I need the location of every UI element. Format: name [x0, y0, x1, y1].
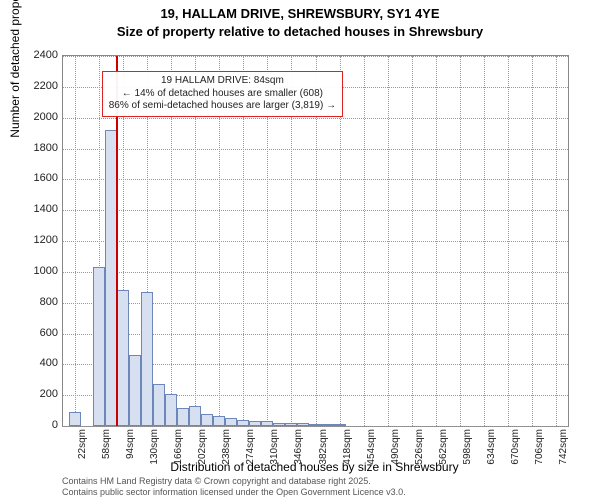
histogram-bar: [201, 414, 213, 426]
chart-title-line1: 19, HALLAM DRIVE, SHREWSBURY, SY1 4YE: [0, 6, 600, 21]
histogram-bar: [129, 355, 141, 426]
plot-area: 19 HALLAM DRIVE: 84sqm← 14% of detached …: [62, 55, 569, 427]
gridline-v: [508, 56, 509, 426]
histogram-bar: [93, 267, 105, 426]
histogram-bar: [189, 406, 201, 426]
histogram-bar: [261, 421, 273, 426]
histogram-bar: [225, 418, 237, 426]
annotation-box: 19 HALLAM DRIVE: 84sqm← 14% of detached …: [102, 71, 343, 117]
histogram-bar: [273, 423, 285, 426]
histogram-bar: [213, 416, 225, 426]
y-tick-label: 1200: [18, 234, 58, 246]
gridline-v: [75, 56, 76, 426]
histogram-bar: [334, 424, 346, 426]
histogram-bar: [177, 408, 189, 426]
histogram-bar: [69, 412, 81, 426]
histogram-bar: [237, 420, 249, 426]
y-tick-label: 800: [18, 296, 58, 308]
gridline-v: [556, 56, 557, 426]
gridline-v: [436, 56, 437, 426]
histogram-bar: [141, 292, 153, 426]
x-axis-label: Distribution of detached houses by size …: [62, 460, 567, 474]
gridline-v: [532, 56, 533, 426]
histogram-bar: [105, 130, 117, 426]
y-tick-label: 1800: [18, 142, 58, 154]
annotation-line: 19 HALLAM DRIVE: 84sqm: [109, 75, 336, 88]
footnote-line2: Contains public sector information licen…: [62, 487, 406, 497]
y-tick-label: 2200: [18, 80, 58, 92]
gridline-v: [412, 56, 413, 426]
histogram-bar: [165, 394, 177, 426]
histogram-bar: [285, 423, 297, 426]
gridline-v: [484, 56, 485, 426]
histogram-bar: [153, 384, 165, 426]
y-tick-label: 1600: [18, 172, 58, 184]
annotation-line: ← 14% of detached houses are smaller (60…: [109, 88, 336, 101]
chart-title-line2: Size of property relative to detached ho…: [0, 24, 600, 39]
histogram-bar: [249, 421, 261, 426]
y-tick-label: 400: [18, 357, 58, 369]
histogram-bar: [297, 423, 309, 426]
histogram-bar: [322, 424, 334, 426]
y-tick-label: 600: [18, 327, 58, 339]
y-tick-label: 1400: [18, 203, 58, 215]
gridline-v: [460, 56, 461, 426]
histogram-bar: [117, 290, 129, 426]
annotation-line: 86% of semi-detached houses are larger (…: [109, 100, 336, 113]
histogram-bar: [309, 424, 321, 426]
gridline-v: [388, 56, 389, 426]
y-tick-label: 0: [18, 419, 58, 431]
gridline-v: [364, 56, 365, 426]
gridline-h: [63, 426, 568, 427]
y-tick-label: 200: [18, 388, 58, 400]
footnote-line1: Contains HM Land Registry data © Crown c…: [62, 476, 371, 486]
y-tick-label: 2000: [18, 111, 58, 123]
y-tick-label: 1000: [18, 265, 58, 277]
histogram-chart: 19, HALLAM DRIVE, SHREWSBURY, SY1 4YE Si…: [0, 0, 600, 500]
y-tick-label: 2400: [18, 49, 58, 61]
